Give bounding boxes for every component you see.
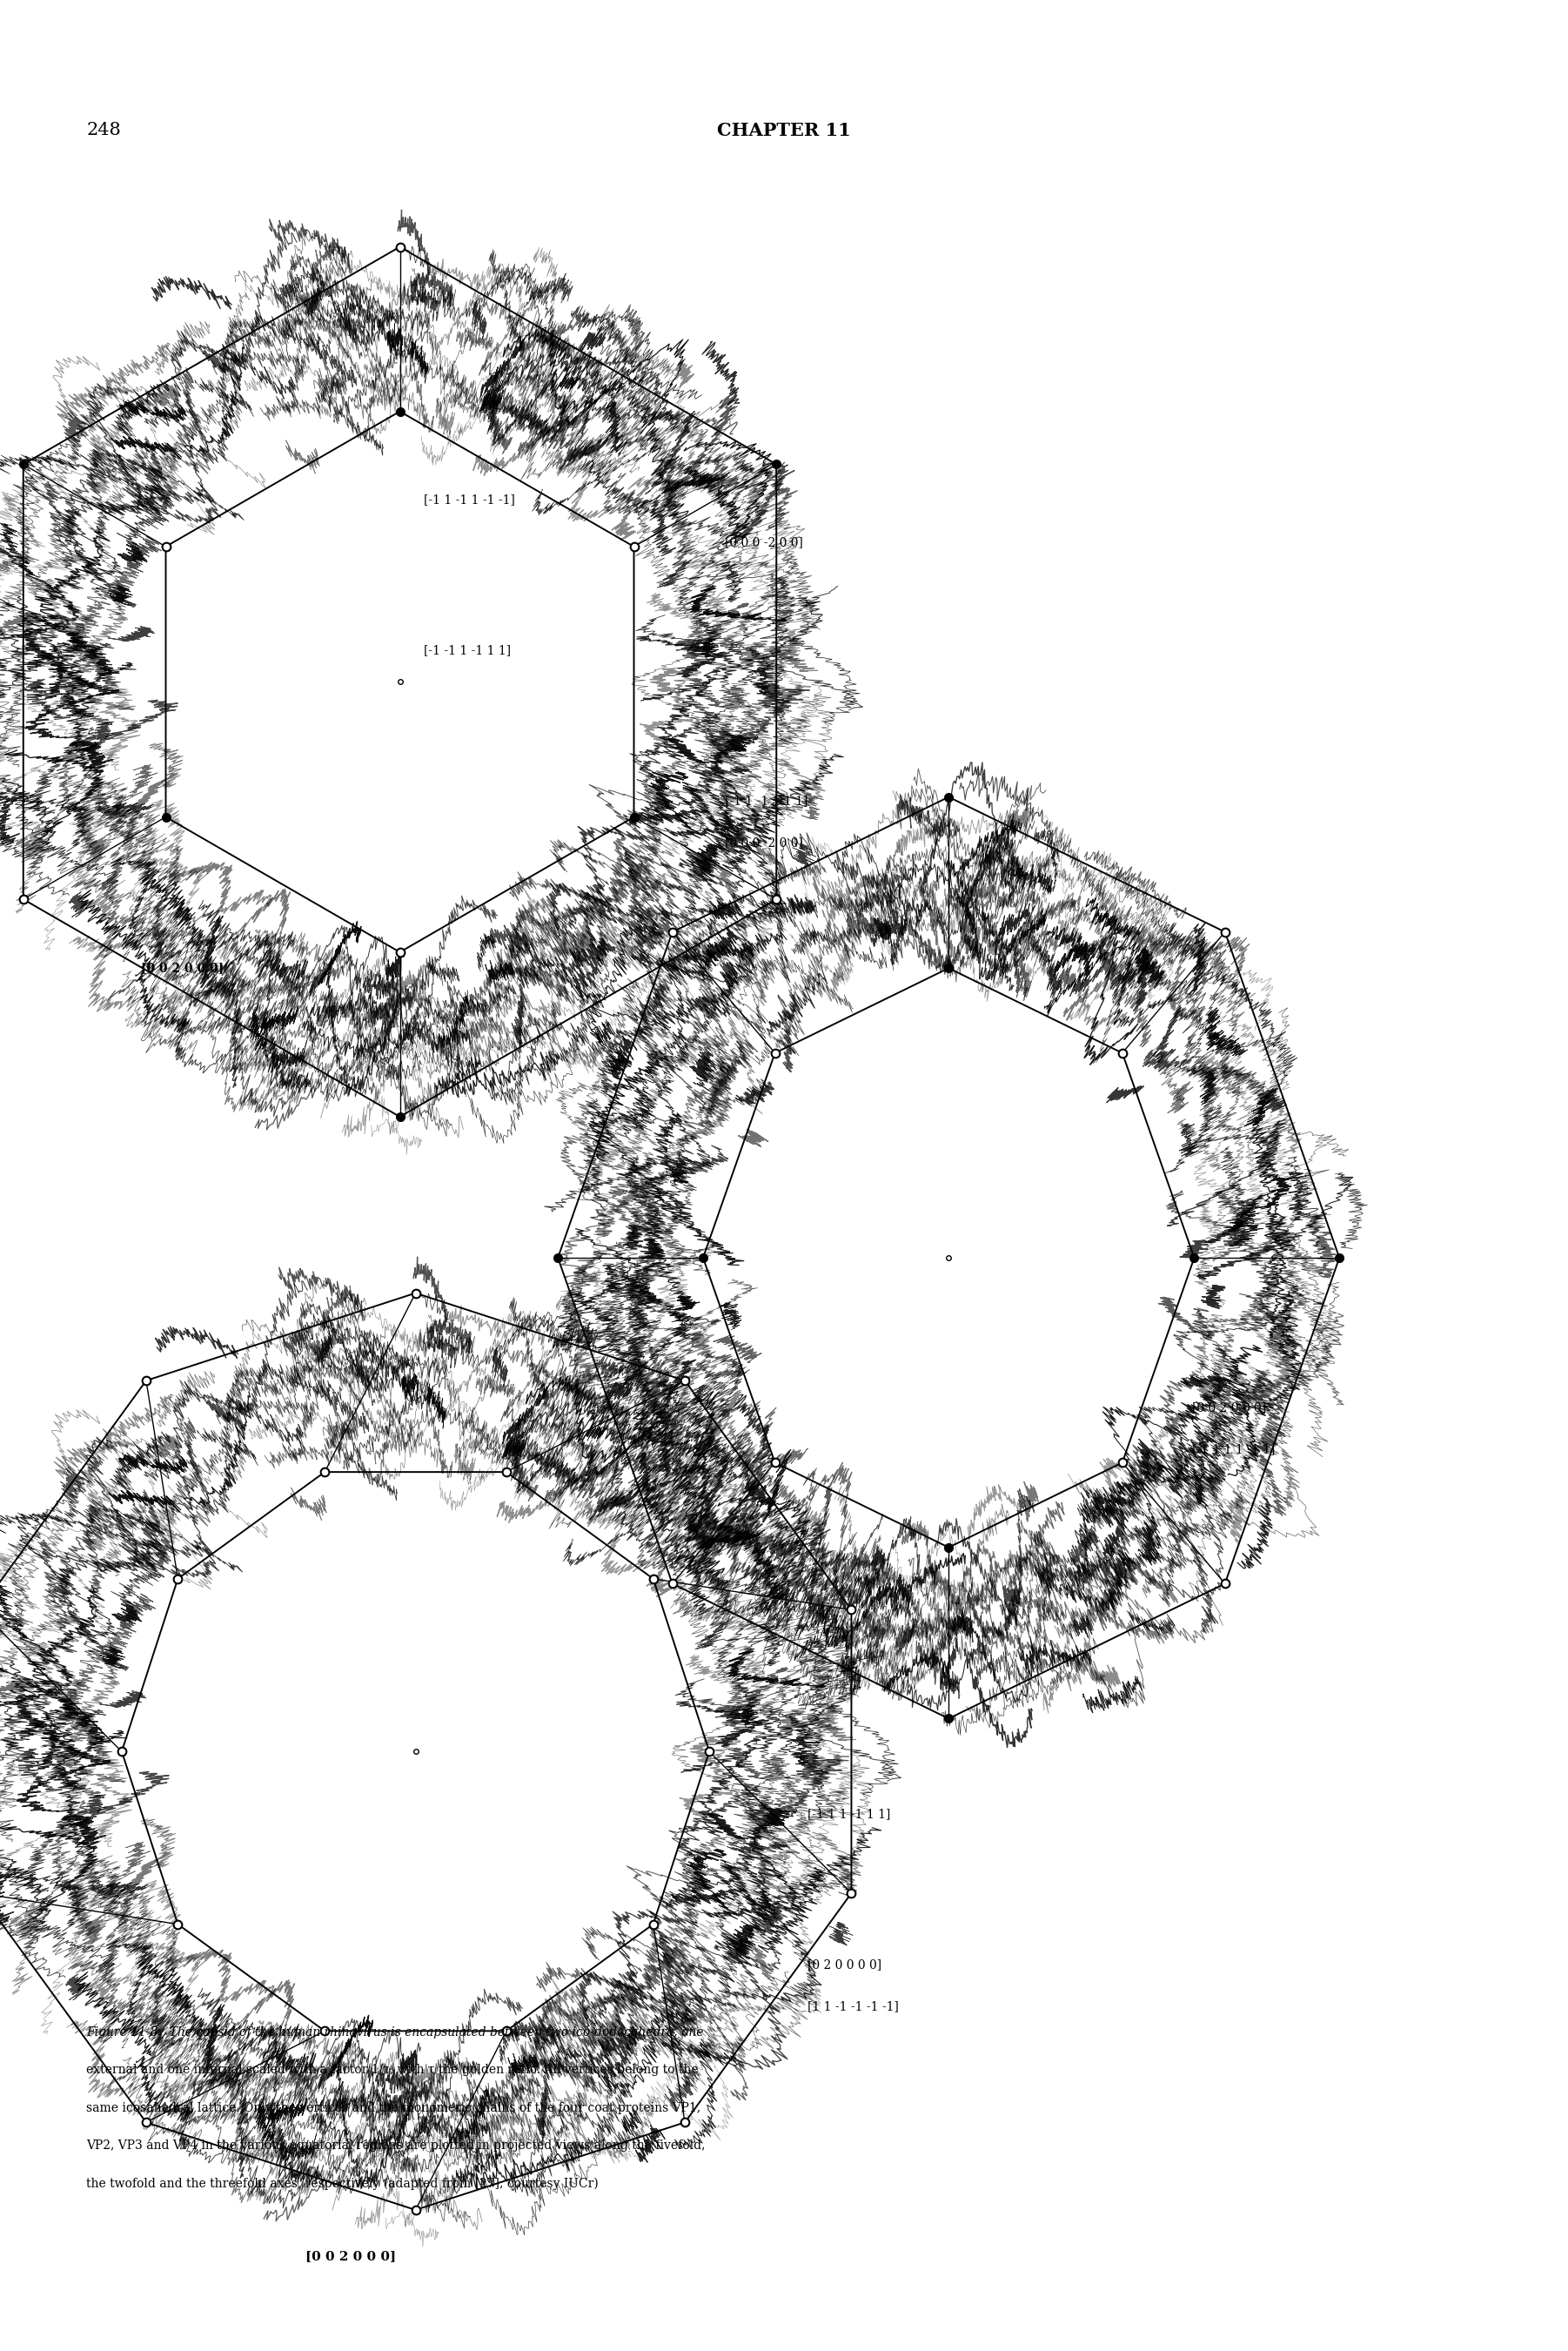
- Text: [0 0 2 0 0 0]: [0 0 2 0 0 0]: [1192, 1401, 1265, 1413]
- Text: [0 0 2 0 0 0]: [0 0 2 0 0 0]: [141, 962, 224, 973]
- Text: external and one internal scaled with a factor 1/τ, with τ the golden ratio. All: external and one internal scaled with a …: [86, 2064, 698, 2076]
- Text: the twofold and the threefold axes, respectively (adapted from [27], courtesy IU: the twofold and the threefold axes, resp…: [86, 2177, 599, 2189]
- Text: [-1 1 -1 1 1 1]: [-1 1 -1 1 1 1]: [724, 795, 808, 806]
- Text: [0 0 0 -2 0 0]: [0 0 0 -2 0 0]: [724, 536, 803, 548]
- Text: VP2, VP3 and VP4 in the various equatorial regions are plotted in projected view: VP2, VP3 and VP4 in the various equatori…: [86, 2139, 706, 2151]
- Text: [0 2 0 0 0 0]: [0 2 0 0 0 0]: [808, 1958, 881, 1970]
- Text: [0 0 0 -2 0 0]: [0 0 0 -2 0 0]: [724, 837, 803, 849]
- Text: 248: 248: [86, 122, 121, 139]
- Text: Figure 11-8.  The capsid of the human rhinovirus is encapsulated between two ico: Figure 11-8. The capsid of the human rhi…: [86, 2027, 704, 2038]
- Text: [0 0 2 0 0 0]: [0 0 2 0 0 0]: [306, 2250, 397, 2262]
- Text: same icosahedral lattice. Only the vertices and the monomeric chains of the four: same icosahedral lattice. Only the verti…: [86, 2102, 701, 2114]
- Text: [-1 -1 1 -1 1 1]: [-1 -1 1 -1 1 1]: [423, 644, 511, 656]
- Text: [-1 1 1 -1 1 1]: [-1 1 1 -1 1 1]: [808, 1808, 891, 1820]
- Text: CHAPTER 11: CHAPTER 11: [717, 122, 851, 139]
- Text: [1 1 -1 -1 -1 -1]: [1 1 -1 -1 -1 -1]: [808, 2001, 898, 2012]
- Text: [-1 1 -1 1 -1 -1]: [-1 1 -1 1 -1 -1]: [423, 494, 514, 505]
- Text: [-1 1 1 1 -1 1]: [-1 1 1 1 -1 1]: [1192, 1444, 1275, 1455]
